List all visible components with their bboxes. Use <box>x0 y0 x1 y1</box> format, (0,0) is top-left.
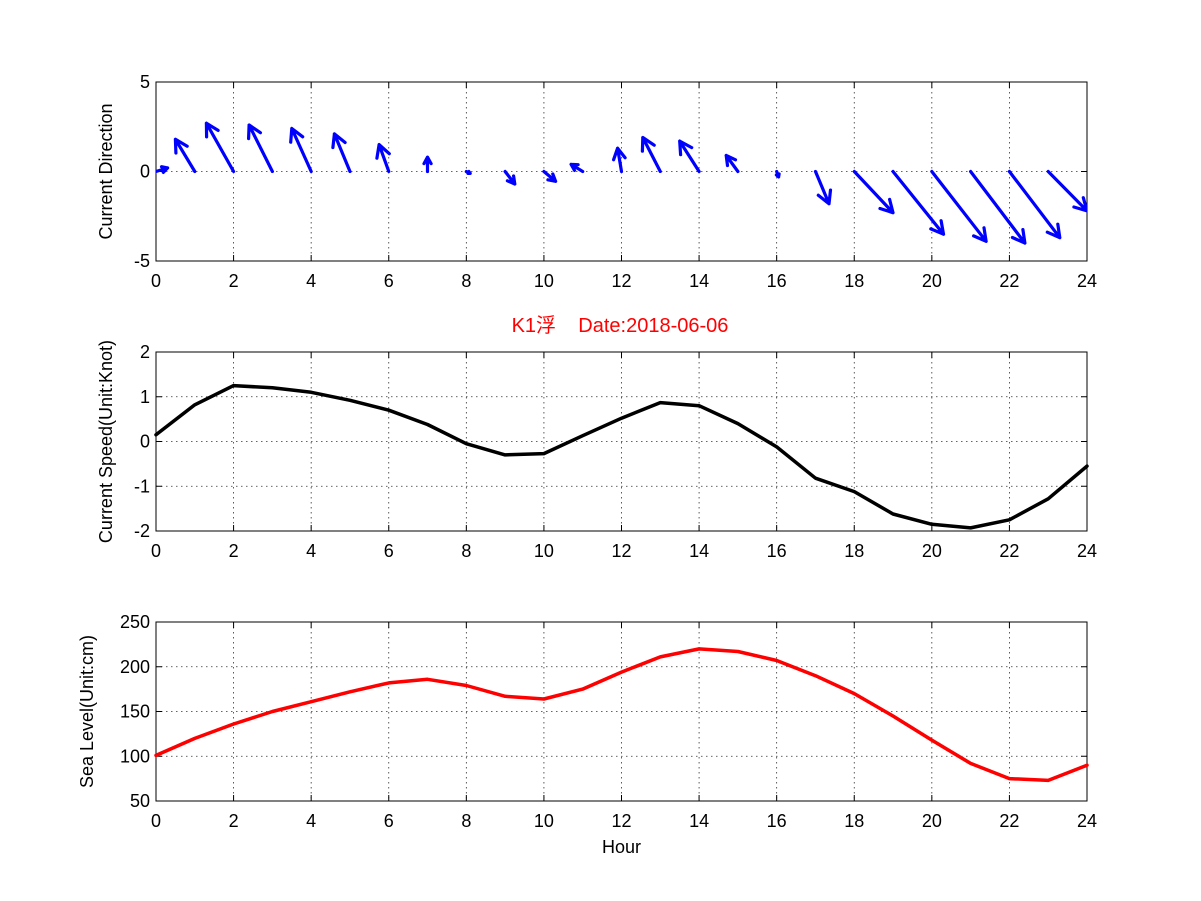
current-speed-x-tick-label: 0 <box>151 541 161 561</box>
current-direction-arrow <box>852 169 895 215</box>
current-speed-x-tick-label: 12 <box>611 541 631 561</box>
current-speed-x-tick-label: 18 <box>844 541 864 561</box>
current-direction-arrow <box>1007 169 1062 240</box>
current-direction-arrow <box>612 146 627 174</box>
sea-level-x-tick-label: 20 <box>922 811 942 831</box>
current-direction-x-tick-label: 14 <box>689 271 709 291</box>
current-direction-arrow <box>724 153 740 174</box>
current-direction-arrow <box>375 143 391 174</box>
sea-level-x-tick-label: 18 <box>844 811 864 831</box>
current-direction-arrow <box>813 169 833 206</box>
sea-level-x-tick-label: 4 <box>306 811 316 831</box>
current-direction-arrow <box>173 137 197 174</box>
current-direction-x-tick-label: 6 <box>384 271 394 291</box>
sea-level-y-tick-label: 150 <box>120 702 150 722</box>
current-direction-arrow <box>678 139 701 174</box>
sea-level-y-axis-label: Sea Level(Unit:cm) <box>77 635 97 788</box>
current-direction-y-tick-label: 0 <box>140 162 150 182</box>
current-speed-x-tick-label: 14 <box>689 541 709 561</box>
current-direction-x-tick-label: 18 <box>844 271 864 291</box>
sea-level-x-tick-label: 22 <box>999 811 1019 831</box>
current-direction-arrow <box>891 169 946 236</box>
current-speed-x-tick-label: 20 <box>922 541 942 561</box>
current-direction-y-tick-label: 5 <box>140 72 150 92</box>
sea-level-y-tick-label: 250 <box>120 612 150 632</box>
current-speed-y-tick-label: 0 <box>140 432 150 452</box>
current-direction-arrow <box>569 162 585 174</box>
current-direction-arrow <box>640 135 662 174</box>
sea-level-y-tick-label: 200 <box>120 657 150 677</box>
current-direction-arrow <box>156 165 170 174</box>
current-direction-arrow <box>542 169 558 183</box>
current-speed-y-axis-label: Current Speed(Unit:Knot) <box>96 340 116 543</box>
current-direction-y-axis-label: Current Direction <box>96 103 116 239</box>
sea-level-y-tick-label: 100 <box>120 746 150 766</box>
current-direction-x-tick-label: 12 <box>611 271 631 291</box>
current-direction-x-tick-label: 2 <box>229 271 239 291</box>
current-speed-x-tick-label: 4 <box>306 541 316 561</box>
current-speed-x-tick-label: 6 <box>384 541 394 561</box>
current-direction-x-tick-label: 16 <box>767 271 787 291</box>
current-direction-x-tick-label: 24 <box>1077 271 1097 291</box>
current-direction-arrow <box>204 121 236 174</box>
current-direction-arrow <box>331 132 352 174</box>
current-speed-x-tick-label: 10 <box>534 541 554 561</box>
current-direction-arrow <box>247 123 274 174</box>
sea-level-x-tick-label: 2 <box>229 811 239 831</box>
current-direction-arrow <box>969 169 1027 245</box>
current-direction-x-tick-label: 4 <box>306 271 316 291</box>
current-direction-arrow <box>1046 169 1087 213</box>
current-direction-x-tick-label: 8 <box>461 271 471 291</box>
sea-level-x-axis-label: Hour <box>602 837 641 857</box>
sea-level-x-tick-label: 8 <box>461 811 471 831</box>
sea-level-x-tick-label: 10 <box>534 811 554 831</box>
current-direction-arrow <box>464 169 472 175</box>
current-direction-vectors <box>156 121 1087 245</box>
sea-level-y-tick-label: 50 <box>130 791 150 811</box>
current-speed-y-tick-label: -2 <box>134 521 150 541</box>
current-speed-x-tick-label: 22 <box>999 541 1019 561</box>
current-speed-y-tick-label: 1 <box>140 387 150 407</box>
sea-level-x-tick-label: 14 <box>689 811 709 831</box>
current-speed-y-tick-label: 2 <box>140 342 150 362</box>
sea-level-x-tick-label: 0 <box>151 811 161 831</box>
current-speed-series-line <box>154 383 1089 530</box>
current-direction-x-tick-label: 10 <box>534 271 554 291</box>
sea-level-x-tick-label: 12 <box>611 811 631 831</box>
sea-level-series-line <box>154 647 1089 783</box>
current-speed-x-tick-label: 8 <box>461 541 471 561</box>
current-direction-arrow <box>774 169 781 179</box>
sea-level-x-tick-label: 16 <box>767 811 787 831</box>
current-speed-x-tick-label: 2 <box>229 541 239 561</box>
current-direction-arrow <box>503 169 517 186</box>
sea-level-x-tick-label: 6 <box>384 811 394 831</box>
current-direction-arrow <box>422 155 433 174</box>
current-direction-x-tick-label: 20 <box>922 271 942 291</box>
sea-level-x-tick-label: 24 <box>1077 811 1097 831</box>
current-direction-x-tick-label: 0 <box>151 271 161 291</box>
current-speed-x-tick-label: 24 <box>1077 541 1097 561</box>
current-speed-y-tick-label: -1 <box>134 476 150 496</box>
chart-title: K1浮 Date:2018-06-06 <box>512 314 729 337</box>
current-direction-x-tick-label: 22 <box>999 271 1019 291</box>
current-direction-y-tick-label: -5 <box>134 251 150 271</box>
current-direction-arrow <box>289 126 313 174</box>
current-direction-arrow <box>930 169 988 243</box>
current-speed-x-tick-label: 16 <box>767 541 787 561</box>
